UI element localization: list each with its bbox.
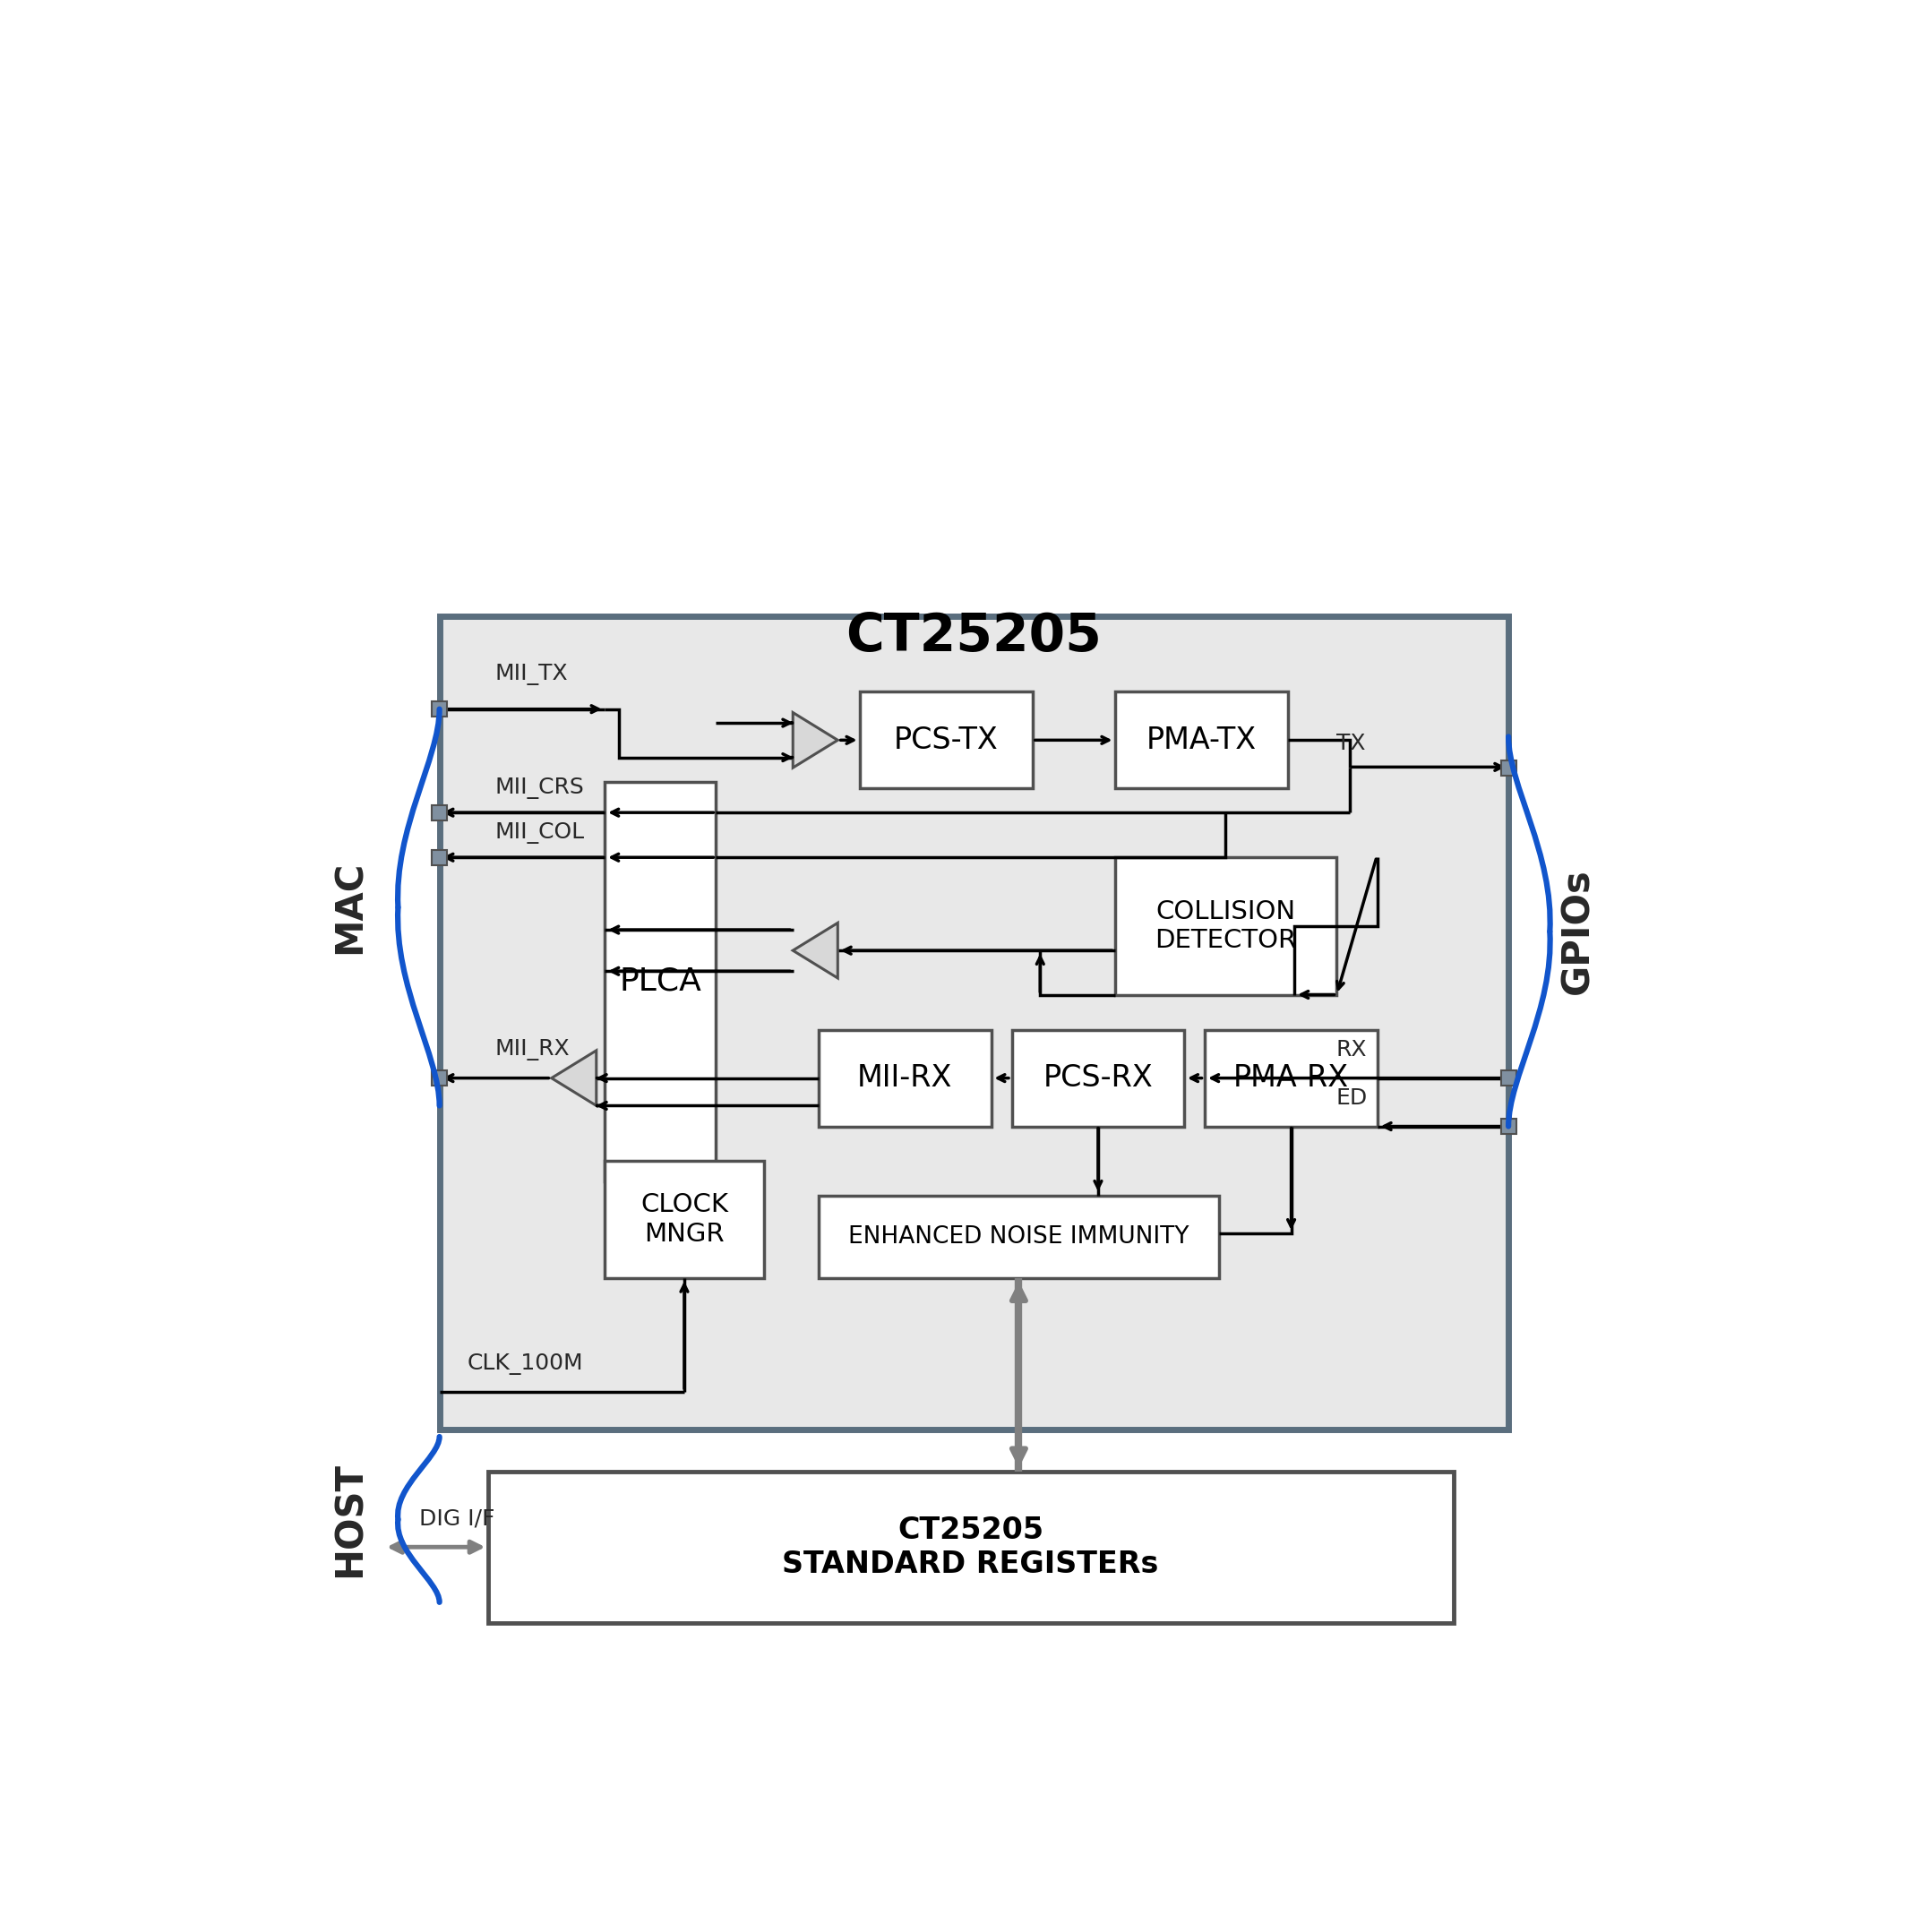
FancyBboxPatch shape (433, 850, 446, 866)
FancyBboxPatch shape (433, 1070, 446, 1086)
Text: PLCA: PLCA (618, 966, 701, 997)
Text: PMA-TX: PMA-TX (1146, 724, 1256, 755)
Text: ED: ED (1337, 1088, 1368, 1109)
Text: HOST: HOST (330, 1463, 369, 1577)
FancyBboxPatch shape (439, 616, 1509, 1430)
FancyBboxPatch shape (605, 782, 715, 1182)
Text: MII_TX: MII_TX (495, 663, 568, 686)
FancyBboxPatch shape (605, 1161, 763, 1279)
FancyBboxPatch shape (819, 1196, 1219, 1279)
Text: MII_CRS: MII_CRS (495, 777, 583, 798)
Polygon shape (792, 713, 838, 767)
FancyBboxPatch shape (860, 692, 1032, 788)
Text: ENHANCED NOISE IMMUNITY: ENHANCED NOISE IMMUNITY (848, 1225, 1190, 1248)
Text: CLOCK
MNGR: CLOCK MNGR (639, 1192, 728, 1246)
FancyBboxPatch shape (1206, 1030, 1378, 1126)
Text: CLK_100M: CLK_100M (468, 1352, 583, 1376)
Text: COLLISION
DETECTOR: COLLISION DETECTOR (1155, 898, 1296, 952)
Text: PCS-RX: PCS-RX (1043, 1063, 1153, 1094)
Text: PCS-TX: PCS-TX (895, 724, 999, 755)
FancyBboxPatch shape (819, 1030, 991, 1126)
FancyBboxPatch shape (433, 701, 446, 717)
Text: DIG I/F: DIG I/F (419, 1509, 495, 1530)
Text: CT25205: CT25205 (846, 611, 1101, 663)
FancyBboxPatch shape (1501, 1070, 1517, 1086)
Text: MAC: MAC (330, 860, 369, 954)
Text: CT25205
STANDARD REGISTERs: CT25205 STANDARD REGISTERs (782, 1515, 1159, 1578)
Text: MII_RX: MII_RX (495, 1039, 570, 1061)
FancyBboxPatch shape (487, 1470, 1453, 1623)
FancyBboxPatch shape (1501, 759, 1517, 775)
FancyBboxPatch shape (433, 806, 446, 821)
Text: PMA-RX: PMA-RX (1233, 1063, 1349, 1094)
Text: MII_COL: MII_COL (495, 823, 583, 844)
Polygon shape (792, 923, 838, 978)
Text: GPIOs: GPIOs (1559, 869, 1596, 995)
Text: MII-RX: MII-RX (858, 1063, 952, 1094)
FancyBboxPatch shape (1501, 1119, 1517, 1134)
FancyBboxPatch shape (1012, 1030, 1184, 1126)
Text: RX: RX (1337, 1039, 1368, 1061)
FancyBboxPatch shape (1115, 858, 1337, 995)
Text: TX: TX (1337, 732, 1366, 753)
FancyBboxPatch shape (1115, 692, 1289, 788)
Polygon shape (551, 1051, 597, 1105)
